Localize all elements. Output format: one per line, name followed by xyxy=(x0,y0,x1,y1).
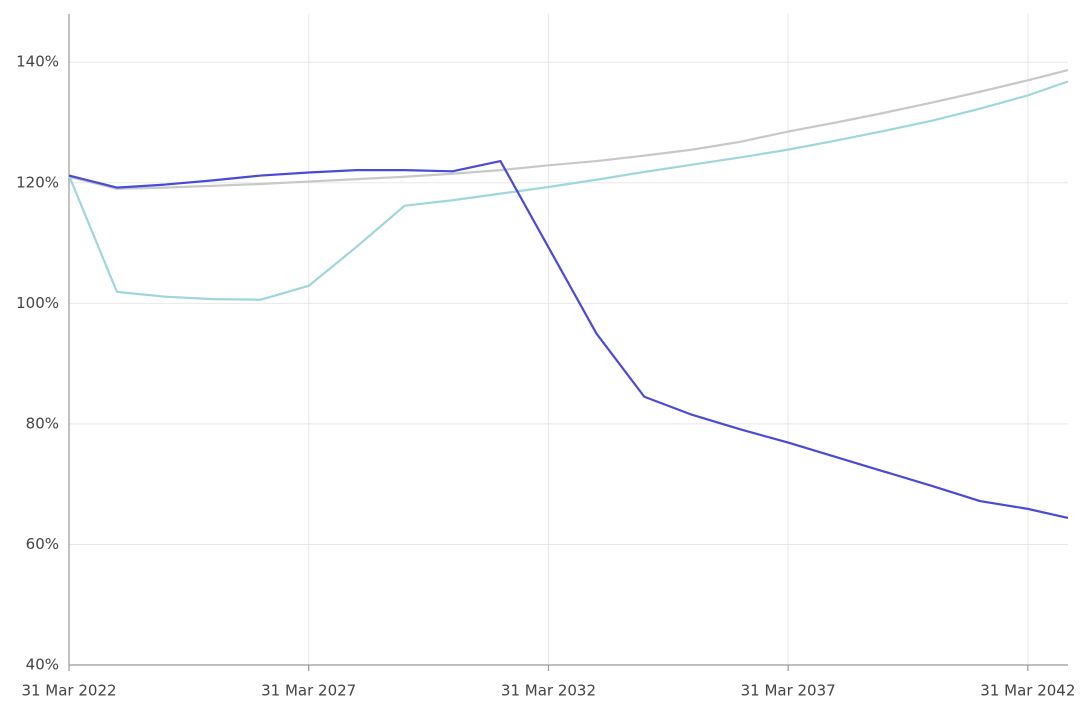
series-line xyxy=(68,68,1069,190)
x-tick-label: 31 Mar 2042 xyxy=(980,682,1075,700)
y-tick-label: 60% xyxy=(26,535,59,553)
series-line xyxy=(67,80,1069,301)
series-line xyxy=(68,159,1069,519)
y-tick-label: 100% xyxy=(16,294,59,312)
x-tick-label: 31 Mar 2022 xyxy=(21,682,116,700)
y-tick-label: 80% xyxy=(26,414,59,432)
y-tick-label: 140% xyxy=(16,53,59,71)
x-tick-label: 31 Mar 2032 xyxy=(501,682,596,700)
x-tick-label: 31 Mar 2037 xyxy=(741,682,836,700)
x-tick-label: 31 Mar 2027 xyxy=(261,682,356,700)
y-tick-label: 120% xyxy=(16,173,59,191)
y-tick-label: 40% xyxy=(26,656,59,674)
